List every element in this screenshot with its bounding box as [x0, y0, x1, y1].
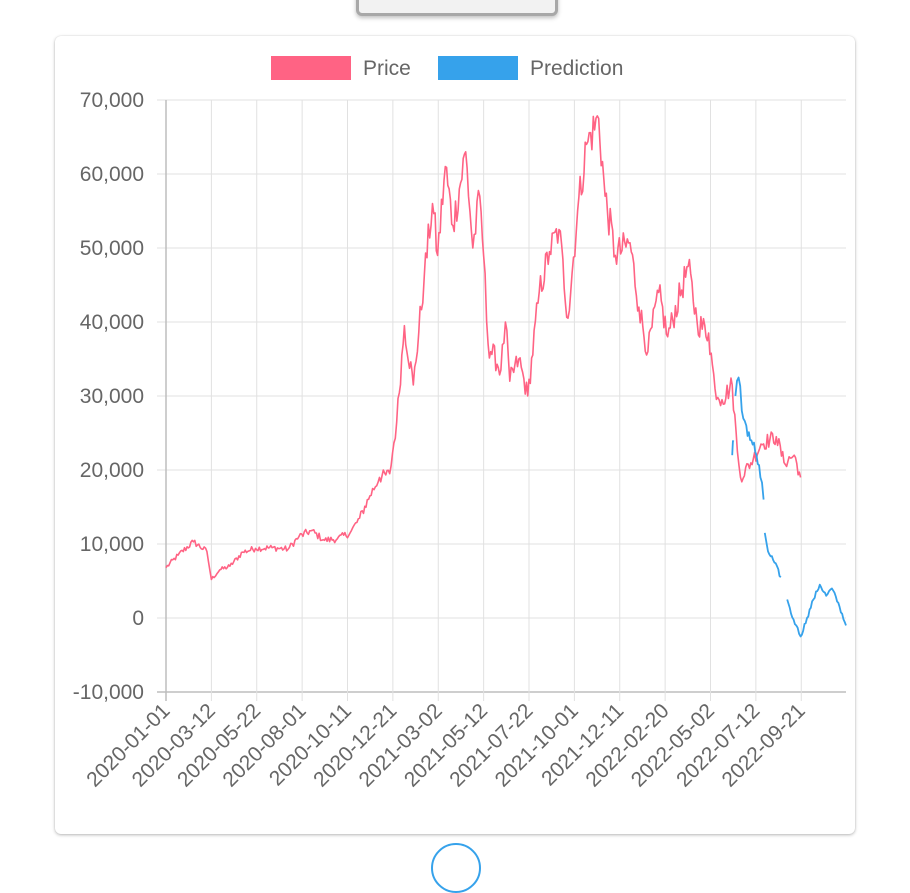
legend-item-prediction[interactable]: Prediction [438, 56, 623, 80]
legend-swatch-price [271, 56, 351, 80]
series-prediction-line [786, 583, 847, 638]
series-prediction-line [763, 532, 782, 578]
legend-item-price[interactable]: Price [271, 56, 411, 80]
y-tick-label: 20,000 [80, 459, 144, 482]
series-layer [165, 115, 847, 638]
y-tick-label: 70,000 [80, 89, 144, 112]
line-chart: Price Prediction 70,000 60,000 50,000 40,00… [73, 56, 847, 791]
y-tick-label: 10,000 [80, 533, 144, 556]
y-tick-label: -10,000 [73, 681, 144, 704]
y-tick-label: 30,000 [80, 385, 144, 408]
chart-card: Price Prediction 70,000 60,000 50,000 40,00… [55, 36, 855, 834]
top-button[interactable] [356, 0, 558, 16]
y-tick-label: 50,000 [80, 237, 144, 260]
legend-swatch-prediction [438, 56, 518, 80]
y-tick-label: 0 [132, 607, 144, 630]
legend-label-price: Price [363, 57, 411, 80]
x-axis-ticks: 2020-01-012020-03-122020-05-222020-08-01… [82, 699, 809, 791]
y-tick-label: 40,000 [80, 311, 144, 334]
series-prediction-line [731, 439, 735, 456]
legend: Price Prediction [271, 56, 623, 80]
series-price-line [165, 115, 802, 581]
legend-label-prediction: Prediction [530, 57, 623, 80]
fab-button[interactable] [431, 843, 481, 893]
series-prediction-line [734, 376, 765, 500]
y-tick-label: 60,000 [80, 163, 144, 186]
grid [157, 99, 846, 701]
y-axis-ticks: 70,000 60,000 50,000 40,000 30,000 20,000 10,0… [73, 89, 144, 704]
